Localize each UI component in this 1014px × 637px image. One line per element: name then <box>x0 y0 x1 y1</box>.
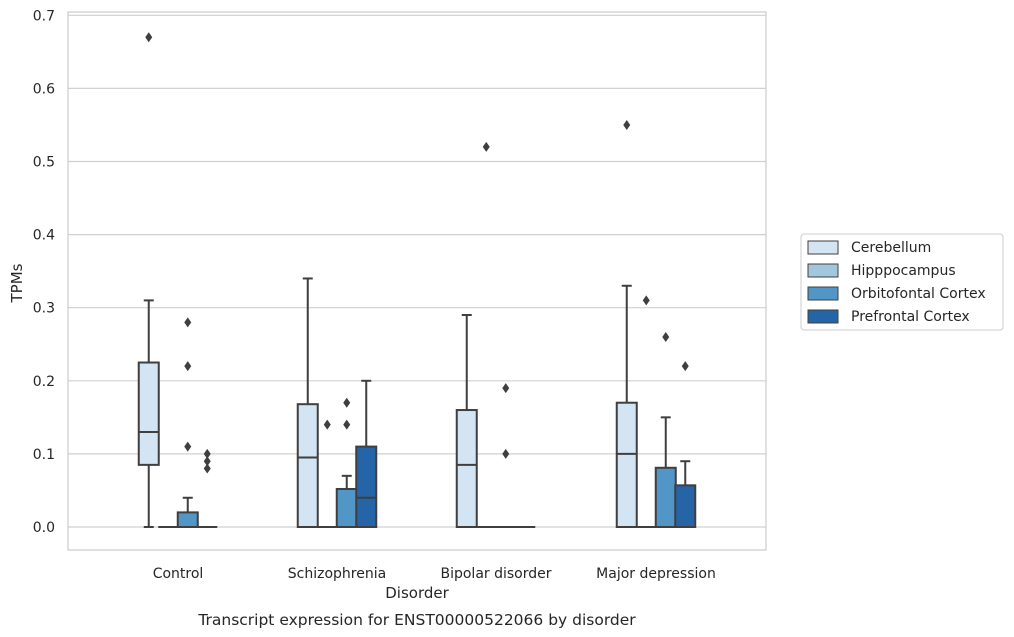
outlier-point <box>343 419 351 430</box>
legend-swatch <box>807 263 839 278</box>
legend-label: Hipppocampus <box>851 263 956 279</box>
box-body <box>296 403 319 528</box>
x-tick-label: Control <box>153 566 204 582</box>
box-body <box>137 361 160 466</box>
y-tick-label: 0.0 <box>33 520 55 536</box>
outlier-point <box>203 448 211 459</box>
outlier-point <box>203 463 211 474</box>
outlier-point <box>184 361 192 372</box>
outlier-point <box>502 383 510 394</box>
boxes <box>137 32 697 529</box>
x-tick-labels: Control Schizophrenia Bipolar disorder Majo… <box>153 566 716 582</box>
outlier-point <box>482 141 490 152</box>
box-cerebellum <box>296 277 319 528</box>
box-orbitofontal-cortex <box>176 317 199 529</box>
box-body <box>674 484 697 529</box>
box-body <box>176 511 199 529</box>
box-body <box>615 401 638 529</box>
box-cerebellum <box>455 314 478 529</box>
outlier-point <box>642 295 650 306</box>
outlier-point <box>662 331 670 342</box>
outlier-point <box>681 361 689 372</box>
box-orbitofontal-cortex <box>495 383 516 528</box>
y-tick-label: 0.5 <box>33 155 55 171</box>
outlier-point <box>184 317 192 328</box>
y-tick-label: 0.1 <box>33 447 55 463</box>
box-body <box>335 487 358 529</box>
box-cerebellum <box>137 32 160 528</box>
outlier-point <box>502 448 510 459</box>
x-tick-label: Bipolar disorder <box>440 566 551 582</box>
x-axis-title: Disorder <box>385 584 449 602</box>
legend-swatch <box>807 286 839 301</box>
y-tick-label: 0.4 <box>33 228 55 244</box>
box-prefrontal-cortex <box>197 448 218 528</box>
plot-frame <box>67 11 767 551</box>
legend-entries: Cerebellum Hipppocampus Orbitofontal Corte… <box>807 240 986 325</box>
y-tick-label: 0.6 <box>33 81 55 97</box>
box-hipppocampus <box>476 141 497 528</box>
x-tick-label: Major depression <box>596 566 716 582</box>
box-hipppocampus <box>636 295 657 528</box>
outlier-point <box>145 32 153 43</box>
plot-background <box>68 12 766 550</box>
box-body <box>455 409 478 529</box>
outlier-point <box>323 419 331 430</box>
box-cerebellum <box>615 119 638 529</box>
y-tick-label: 0.7 <box>33 8 55 24</box>
outlier-point <box>184 441 192 452</box>
legend-label: Orbitofontal Cortex <box>851 286 986 302</box>
box-hipppocampus <box>317 419 338 528</box>
outlier-point <box>623 119 631 130</box>
box-prefrontal-cortex <box>674 361 697 529</box>
legend-frame <box>800 233 1004 331</box>
y-tick-label: 0.2 <box>33 374 55 390</box>
legend-swatch <box>807 240 839 255</box>
box-prefrontal-cortex <box>355 379 378 528</box>
legend-label: Cerebellum <box>851 240 931 256</box>
legend-label: Prefrontal Cortex <box>851 309 970 325</box>
box-orbitofontal-cortex <box>335 397 358 529</box>
legend-swatch <box>807 309 839 324</box>
y-axis-title: TPMs <box>8 263 26 303</box>
box-body <box>654 466 677 528</box>
y-tick-label: 0.3 <box>33 301 55 317</box>
y-tick-labels: 0.0 0.1 0.2 0.3 0.4 0.5 0.6 0.7 <box>33 8 55 536</box>
outlier-point <box>203 456 211 467</box>
legend: Cerebellum Hipppocampus Orbitofontal Corte… <box>800 233 1004 331</box>
x-tick-label: Schizophrenia <box>288 566 386 582</box>
outlier-point <box>343 397 351 408</box>
box-body <box>355 445 378 528</box>
chart-caption: Transcript expression for ENST0000052206… <box>197 611 636 629</box>
